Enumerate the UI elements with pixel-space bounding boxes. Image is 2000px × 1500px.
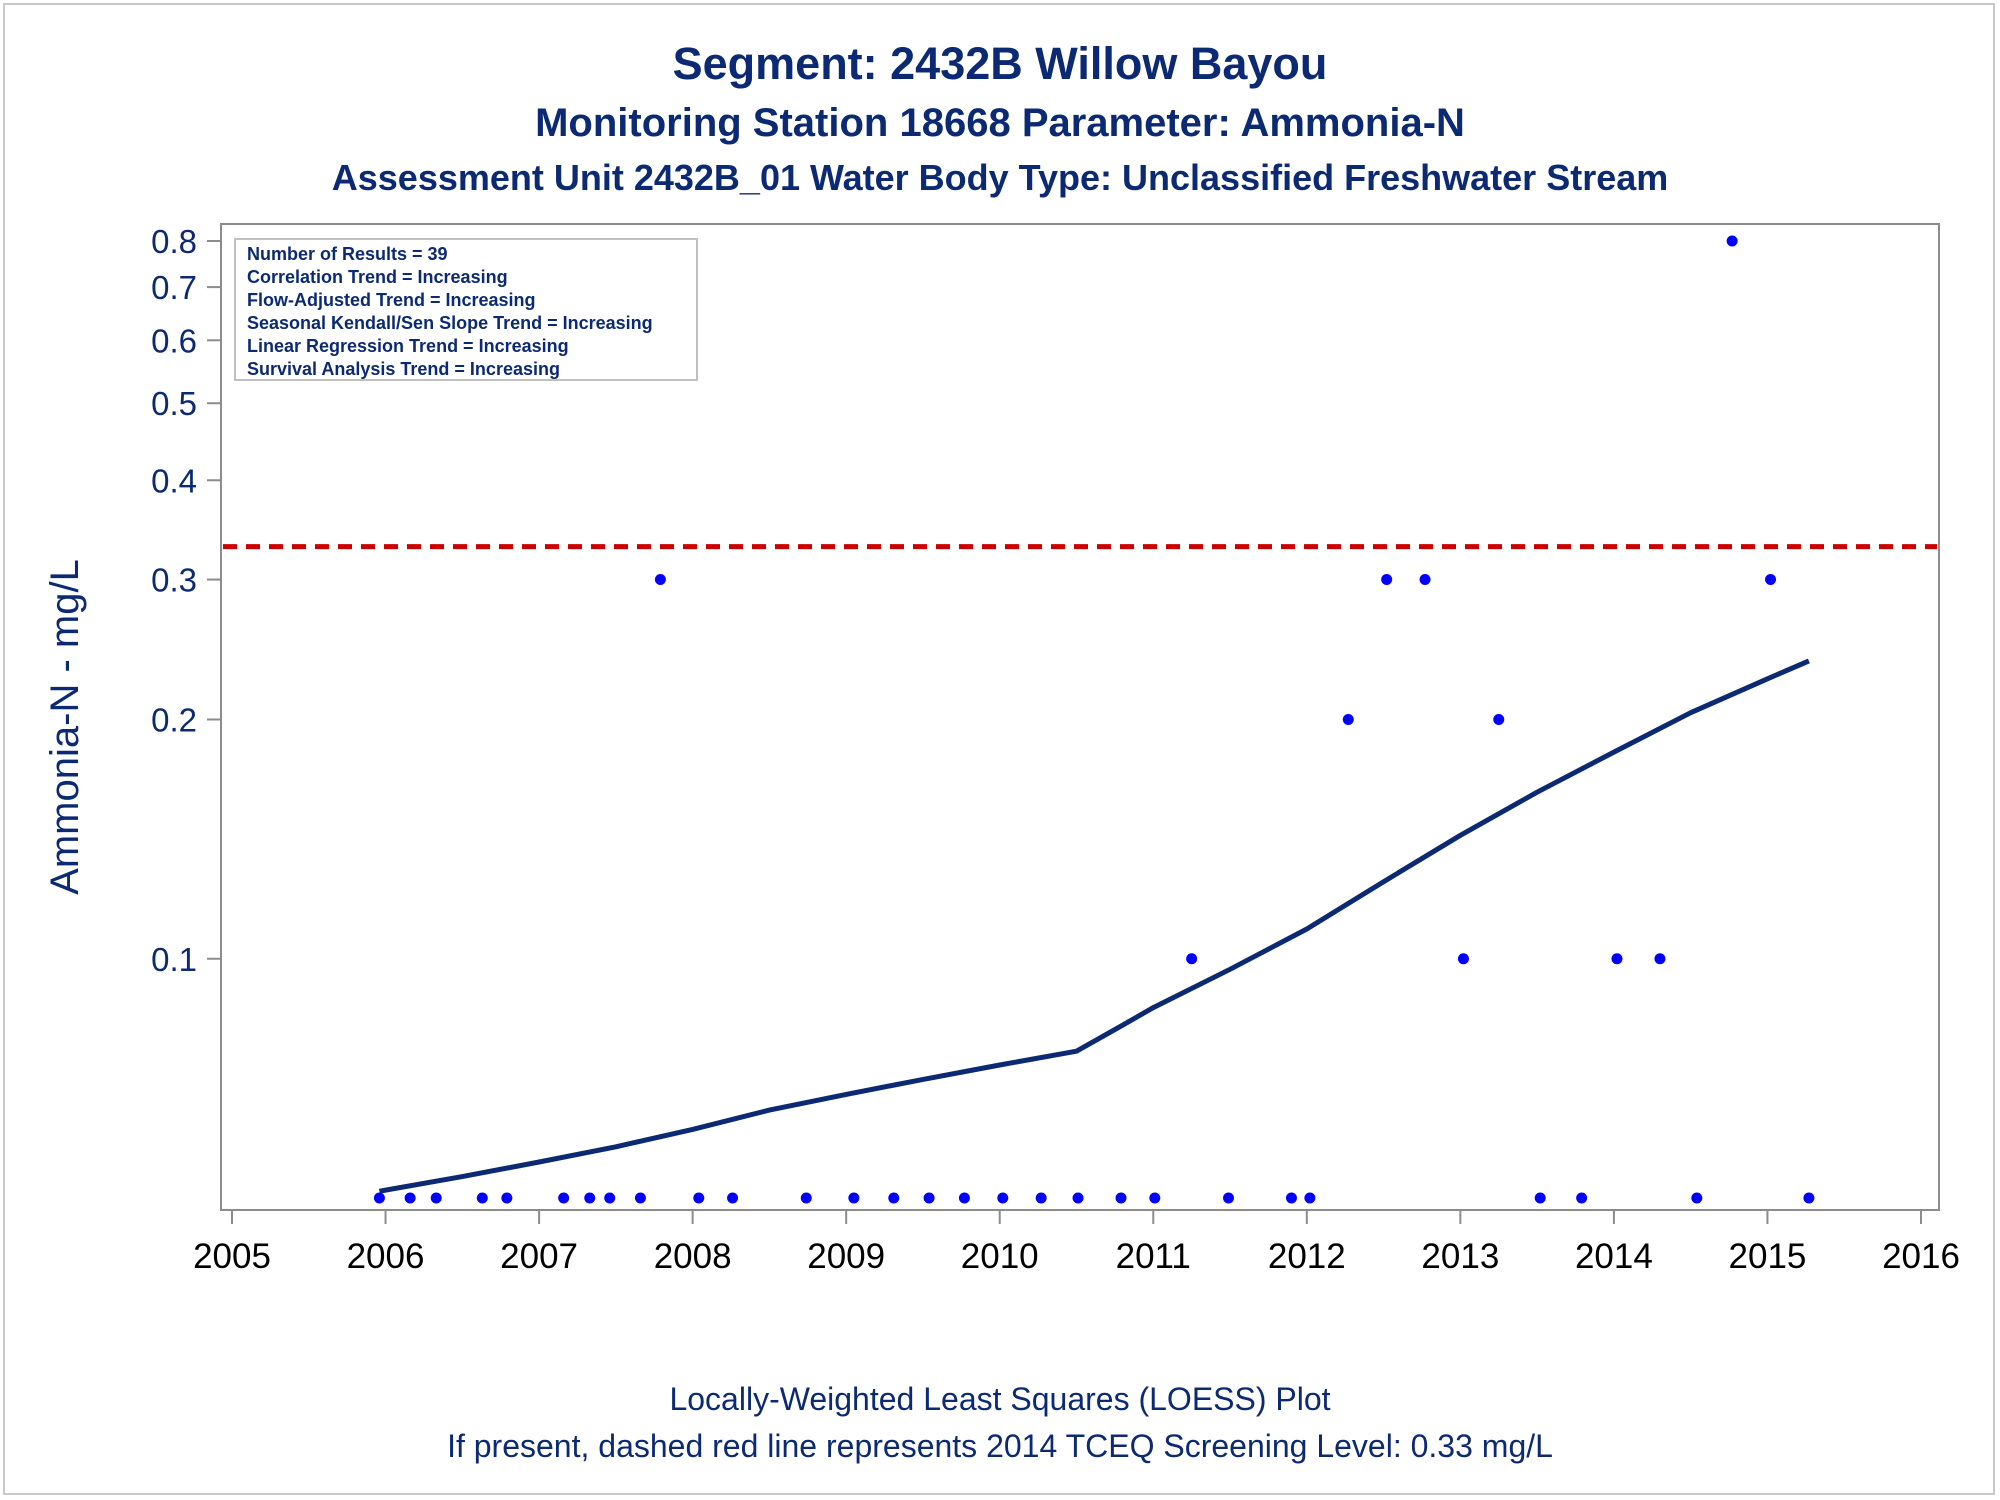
x-tick-label: 2007 [500, 1237, 578, 1276]
y-tick-label: 0.5 [151, 385, 197, 422]
x-tick-label: 2013 [1421, 1237, 1499, 1276]
chart-subtitle-station: Monitoring Station 18668 Parameter: Ammo… [535, 101, 1465, 145]
y-tick-label: 0.6 [151, 322, 197, 359]
y-tick-label: 0.8 [151, 223, 197, 260]
data-point [430, 1192, 442, 1204]
data-point [1419, 574, 1431, 586]
x-tick-label: 2016 [1882, 1237, 1960, 1276]
x-tick-label: 2015 [1729, 1237, 1807, 1276]
data-point [1803, 1192, 1815, 1204]
data-point [404, 1192, 416, 1204]
data-point [727, 1192, 739, 1204]
y-axis-label: Ammonia-N - mg/L [43, 559, 87, 895]
data-point [848, 1192, 860, 1204]
data-point [997, 1192, 1009, 1204]
data-point [1654, 953, 1666, 965]
x-tick-label: 2008 [654, 1237, 732, 1276]
stats-box: Number of Results = 39 Correlation Trend … [234, 238, 698, 381]
x-tick-label: 2012 [1268, 1237, 1346, 1276]
loess-trend-line [378, 658, 1810, 1194]
data-point [1457, 953, 1469, 965]
stats-box-line: Linear Regression Trend = Increasing [247, 336, 569, 356]
data-points [373, 235, 1815, 1204]
y-tick-label: 0.3 [151, 562, 197, 599]
stats-box-frame [234, 238, 698, 381]
data-point [604, 1192, 616, 1204]
y-axis: 0.1 0.2 0.3 0.4 0.5 0.6 0.7 0.8 [151, 223, 221, 978]
data-point [1691, 1192, 1703, 1204]
footnote-screening-level: If present, dashed red line represents 2… [447, 1428, 1553, 1464]
footnote-loess: Locally-Weighted Least Squares (LOESS) P… [669, 1381, 1331, 1417]
data-point [1035, 1192, 1047, 1204]
data-point [634, 1192, 646, 1204]
data-point [1493, 714, 1505, 725]
data-point [923, 1192, 935, 1204]
data-point [1342, 714, 1354, 725]
data-point [1115, 1192, 1127, 1204]
stats-box-line: Correlation Trend = Increasing [247, 267, 508, 287]
stats-box-line: Seasonal Kendall/Sen Slope Trend = Incre… [247, 313, 653, 333]
data-point [558, 1192, 570, 1204]
data-point [476, 1192, 488, 1204]
data-point [1534, 1192, 1546, 1204]
data-point [1304, 1192, 1316, 1204]
data-point [501, 1192, 513, 1204]
data-point [1576, 1192, 1588, 1204]
y-tick-label: 0.2 [151, 702, 197, 739]
data-point [1726, 235, 1738, 247]
stats-box-line: Flow-Adjusted Trend = Increasing [247, 290, 536, 310]
data-point [654, 574, 666, 586]
x-tick-label: 2006 [347, 1237, 425, 1276]
data-point [1381, 574, 1393, 586]
data-point [693, 1192, 705, 1204]
data-point [584, 1192, 596, 1204]
y-tick-label: 0.7 [151, 269, 197, 306]
x-tick-label: 2014 [1575, 1237, 1653, 1276]
chart-subtitle-assessment: Assessment Unit 2432B_01 Water Body Type… [331, 157, 1669, 198]
data-point [958, 1192, 970, 1204]
plot-area [220, 223, 1940, 1211]
y-tick-label: 0.1 [151, 941, 197, 978]
data-point [1149, 1192, 1161, 1204]
x-tick-label: 2009 [807, 1237, 885, 1276]
stats-box-line: Survival Analysis Trend = Increasing [247, 359, 560, 379]
y-tick-label: 0.4 [151, 462, 197, 499]
stats-box-line: Number of Results = 39 [247, 244, 448, 264]
data-point [1765, 574, 1777, 586]
x-tick-label: 2011 [1116, 1237, 1191, 1276]
data-point [373, 1192, 385, 1204]
x-axis: 2005 2006 2007 2008 2009 2010 2011 2012 2013 2014… [193, 1210, 1960, 1276]
x-tick-label: 2005 [193, 1237, 271, 1276]
data-point [888, 1192, 900, 1204]
data-point [1186, 953, 1198, 965]
x-tick-label: 2010 [961, 1237, 1039, 1276]
chart-title: Segment: 2432B Willow Bayou [672, 38, 1328, 89]
data-point [1611, 953, 1623, 965]
data-point [1285, 1192, 1297, 1204]
data-point [1223, 1192, 1235, 1204]
data-point [1072, 1192, 1084, 1204]
data-point [800, 1192, 812, 1204]
